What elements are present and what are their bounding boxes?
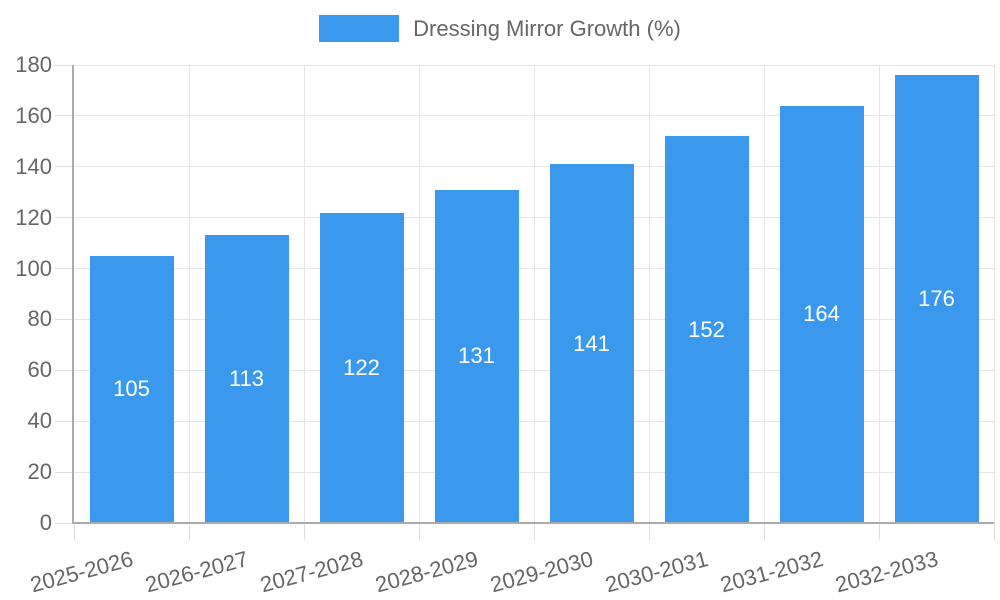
x-tick-label: 2030-2031 [602,546,711,598]
bar-2029-2030[interactable] [549,164,634,523]
x-tick-mark [648,523,650,540]
legend-swatch [319,15,400,42]
y-tick-label: 40 [27,408,52,434]
x-tick-label: 2025-2026 [27,546,136,598]
bar-value-label: 122 [343,354,380,380]
bar-value-label: 152 [688,316,725,342]
bar-2032-2033[interactable] [894,75,979,523]
y-tick-mark [55,166,74,168]
x-tick-mark [303,523,305,540]
y-tick-label: 60 [27,357,52,383]
y-tick-mark [55,115,74,117]
x-tick-label: 2032-2033 [832,546,941,598]
bar-2025-2026[interactable] [89,255,174,523]
y-tick-mark [55,217,74,219]
gridline-vertical [303,65,305,523]
bar-value-label: 113 [228,366,265,392]
bar-2026-2027[interactable] [204,235,289,523]
x-tick-mark [878,523,880,540]
y-tick-mark [55,420,74,422]
chart-legend[interactable]: Dressing Mirror Growth (%) [0,15,1000,42]
bar-value-label: 131 [458,343,495,369]
bar-value-label: 141 [573,330,610,356]
x-tick-label: 2027-2028 [257,546,366,598]
gridline-vertical [993,65,995,523]
x-tick-mark [418,523,420,540]
bar-2030-2031[interactable] [664,136,749,523]
y-tick-label: 100 [15,255,52,281]
bar-2028-2029[interactable] [434,189,519,523]
x-axis-line [72,522,994,524]
bar-value-label: 164 [803,301,840,327]
y-tick-label: 0 [39,510,52,535]
y-tick-mark [55,522,74,524]
y-tick-mark [55,318,74,320]
gridline-vertical [418,65,420,523]
x-tick-mark [993,523,995,540]
y-tick-mark [55,64,74,66]
x-tick-mark [73,523,75,540]
bar-value-label: 176 [918,286,955,312]
x-tick-mark [188,523,190,540]
x-tick-label: 2028-2029 [372,546,481,598]
y-tick-mark [55,268,74,270]
gridline-vertical [533,65,535,523]
y-axis-line [72,65,74,523]
gridline-vertical [878,65,880,523]
gridline-vertical [648,65,650,523]
y-tick-label: 20 [27,459,52,485]
x-tick-label: 2026-2027 [142,546,251,598]
legend-label: Dressing Mirror Growth (%) [413,16,681,41]
y-tick-mark [55,471,74,473]
y-tick-label: 160 [15,102,52,128]
gridline-vertical [188,65,190,523]
bar-2031-2032[interactable] [779,105,864,523]
x-tick-mark [763,523,765,540]
x-tick-mark [533,523,535,540]
bar-value-label: 105 [113,376,150,402]
y-tick-label: 120 [15,204,52,230]
y-tick-label: 140 [15,153,52,179]
y-tick-label: 80 [27,306,52,332]
x-tick-label: 2031-2032 [717,546,826,598]
y-tick-label: 180 [15,52,52,77]
y-tick-mark [55,369,74,371]
x-tick-label: 2029-2030 [487,546,596,598]
gridline-vertical [763,65,765,523]
bar-2027-2028[interactable] [319,212,404,523]
